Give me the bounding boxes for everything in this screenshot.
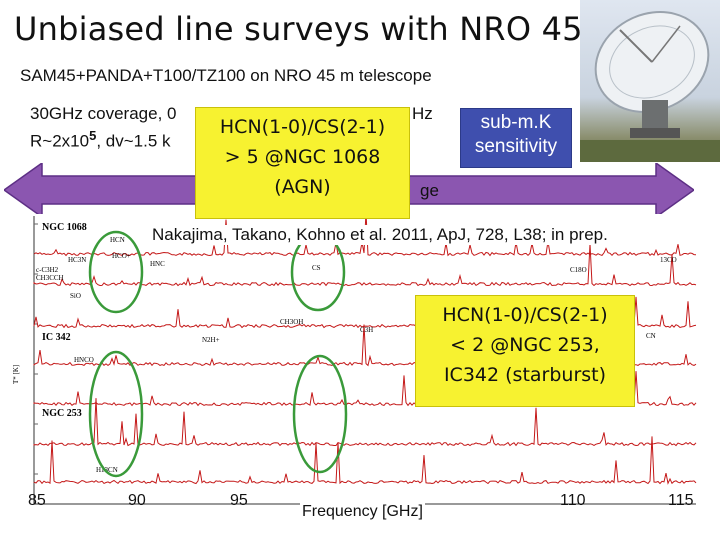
mol-label: CH3OH [280,318,303,326]
cs-circle-starburst [292,354,348,474]
citation: Nakajima, Takano, Kohno et al. 2011, ApJ… [150,225,610,245]
x-tick-85: 85 [28,492,46,509]
spectrum-trace [33,243,697,287]
radio-telescope-image [580,0,720,162]
resolution-exponent: 5 [89,128,97,143]
callout-starburst-line2: < 2 @NGC 253, [450,334,600,356]
molecule-labels: c-C3H2 HC3N CH3CCH SiO HCN HCO+ HNC CS N… [36,236,677,474]
mol-label: C18O [570,266,587,274]
mol-label: CS [312,264,321,272]
mol-label: 13CO [660,256,677,264]
sensitivity-line1: sub-m.K [480,112,552,133]
mol-label: N2H+ [202,336,220,344]
sensitivity-box: sub-m.K sensitivity [460,108,572,168]
y-axis-label: T* [K] [12,365,20,384]
mol-label: c-C3H2 [36,266,59,274]
callout-agn-line1: HCN(1-0)/CS(2-1) [219,116,386,138]
spectrum-trace [33,436,697,485]
arrow-label-fragment: ge [420,181,439,200]
slide-title: Unbiased line surveys with NRO 45m [14,10,615,48]
mol-label: HNCO [74,356,94,364]
hcn-circle-ngc1068 [88,230,144,314]
x-tick-115: 115 [668,492,694,509]
sensitivity-line2: sensitivity [474,136,558,157]
x-axis-label: Frequency [GHz] [300,503,425,521]
galaxy-label-ic342: IC 342 [42,332,71,343]
slide-subtitle: SAM45+PANDA+T100/TZ100 on NRO 45 m teles… [20,66,432,85]
galaxy-label-ngc253: NGC 253 [42,408,82,419]
mol-label: HNC [150,260,165,268]
callout-starburst-line3: IC342 (starburst) [443,364,607,386]
coverage-text-line2: R~2x105, dv~1.5 k [30,128,171,152]
galaxy-label-ngc1068: NGC 1068 [42,222,87,233]
mol-label: HC3N [68,256,86,264]
callout-agn-ratio: HCN(1-0)/CS(2-1) > 5 @NGC 1068 (AGN) [195,107,410,219]
callout-starburst-ratio: HCN(1-0)/CS(2-1) < 2 @NGC 253, IC342 (st… [415,295,635,407]
resolution-prefix: R~2x10 [30,131,90,151]
x-tick-110: 110 [560,492,586,509]
mol-label: CN [646,332,656,340]
mol-label: HCO+ [112,252,131,260]
callout-agn-line2: > 5 @NGC 1068 [224,146,381,168]
x-tick-90: 90 [128,492,146,509]
hcn-circle-starburst [88,350,144,478]
callout-starburst-line1: HCN(1-0)/CS(2-1) [442,304,608,326]
mol-label: HCN [110,236,125,244]
mol-label: CH3CCH [36,274,64,282]
coverage-text-line1-end: Hz [412,104,433,123]
resolution-suffix: , dv~1.5 k [96,131,171,151]
callout-agn-line3: (AGN) [274,176,331,198]
mol-label: H13CN [96,466,118,474]
x-tick-95: 95 [230,492,248,509]
mol-label: SiO [70,292,81,300]
spectrum-trace [33,398,697,447]
coverage-text-line1: 30GHz coverage, 0 [30,104,177,123]
mol-label: C3H [360,326,373,334]
